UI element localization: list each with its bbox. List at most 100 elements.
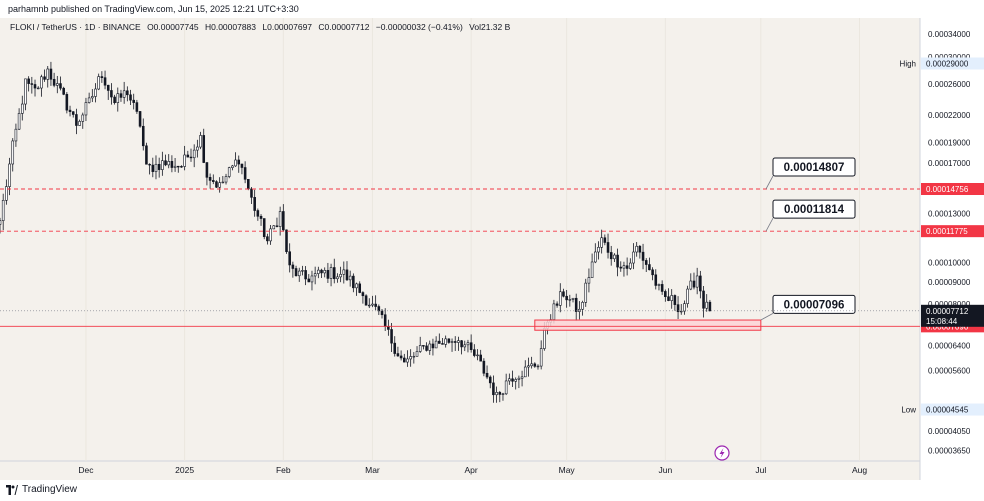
extreme-label: Low: [901, 406, 916, 415]
price-tick-label: 0.00019000: [928, 138, 971, 147]
candle-body: [530, 363, 533, 367]
candle-body: [390, 329, 393, 344]
candle-body: [638, 245, 642, 253]
candle-body: [584, 282, 588, 303]
price-axis[interactable]: 0.000340000.000300000.000260000.00022000…: [900, 30, 984, 456]
candle-body: [247, 179, 250, 190]
time-tick-label: Aug: [852, 465, 867, 475]
price-tick-label: 0.00022000: [928, 111, 971, 120]
level-axis-tag: [921, 225, 984, 238]
candle-body: [62, 87, 65, 95]
candle-body: [342, 269, 346, 275]
callout-connector: [760, 312, 774, 321]
legend-change: −0.00000032 (−0.41%): [376, 22, 463, 32]
callout-label: 0.00007096: [784, 299, 845, 311]
candle-body: [285, 229, 288, 253]
time-axis[interactable]: Dec 2025 Feb Mar Apr May Jun Jul Aug: [78, 465, 867, 475]
candle-body: [348, 275, 352, 281]
candle-body: [310, 275, 314, 283]
candle-body: [43, 76, 46, 80]
candle-body: [383, 314, 387, 327]
candle-body: [466, 342, 470, 346]
candle-body: [30, 83, 34, 85]
candle-body: [514, 379, 517, 382]
candle-body: [667, 296, 670, 301]
candle-body: [145, 145, 148, 165]
candle-body: [504, 380, 508, 395]
candle-body: [148, 163, 151, 166]
candle-body: [552, 303, 556, 320]
candle-body: [523, 366, 527, 378]
candle-body: [705, 301, 708, 309]
candle-body: [205, 162, 209, 178]
candle-body: [565, 295, 568, 301]
candle-body: [651, 269, 654, 276]
candle-body: [269, 228, 272, 242]
candle-body: [371, 303, 374, 306]
candle-body: [262, 218, 266, 237]
candle-body: [1, 199, 5, 221]
callout-label: 0.00011814: [784, 204, 845, 216]
candle-body: [323, 270, 326, 274]
candle-body: [387, 326, 390, 330]
candle-body: [543, 328, 546, 349]
candle-body: [288, 251, 291, 266]
candle-body: [606, 242, 610, 253]
candle-body: [581, 302, 584, 310]
candle-body: [326, 270, 330, 279]
candle-body: [49, 68, 53, 80]
candle-body: [186, 154, 190, 158]
level-axis-label: 0.00007090: [926, 322, 969, 331]
candle-body: [259, 215, 263, 219]
footer: TradingView: [0, 480, 984, 501]
time-tick-label: Feb: [276, 465, 291, 475]
callout-connector: [765, 217, 774, 232]
candle-body: [0, 220, 2, 225]
candle-body: [151, 164, 155, 172]
candle-body: [473, 349, 476, 356]
candle-body: [377, 306, 381, 312]
extreme-value: 0.00004545: [926, 406, 969, 415]
candle-body: [256, 210, 260, 217]
footer-brand: TradingView: [22, 484, 78, 495]
symbol-legend: FLOKI / TetherUS · 1D · BINANCE O0.00007…: [10, 22, 511, 32]
candle-body: [594, 251, 597, 263]
level-axis-label: 0.00011775: [926, 227, 968, 236]
support-zone: [534, 319, 762, 331]
candle-body: [119, 93, 123, 98]
candle-body: [616, 254, 619, 268]
candle-body: [590, 261, 594, 278]
price-chart[interactable]: 0.00014756 0.00014807 0.00011775 0.00011814…: [0, 18, 984, 480]
candle-body: [708, 301, 712, 312]
candle-body: [374, 303, 377, 307]
candle-body: [501, 393, 505, 395]
candle-body: [683, 303, 686, 312]
candle-body: [27, 78, 30, 84]
candle-body: [282, 211, 285, 231]
candles: [0, 61, 712, 403]
lightning-icon[interactable]: [714, 445, 730, 461]
candle-body: [8, 163, 11, 187]
candle-body: [336, 276, 339, 280]
candle-body: [52, 78, 56, 86]
candle-body: [243, 167, 247, 180]
price-tick-label: 0.00017000: [928, 159, 971, 168]
callout-box: [772, 199, 856, 219]
candle-body: [438, 340, 441, 344]
candle-body: [613, 254, 616, 260]
price-tick-label: 0.00004050: [928, 427, 971, 436]
price-tick-label: 0.00034000: [928, 30, 971, 39]
legend-close: C0.00007712: [318, 22, 369, 32]
candle-body: [11, 140, 15, 165]
candle-body: [97, 76, 100, 90]
candle-body: [329, 267, 333, 279]
chart-area[interactable]: 0.00014756 0.00014807 0.00011775 0.00011814…: [0, 18, 984, 480]
candle-body: [358, 283, 362, 293]
candle-body: [635, 245, 638, 253]
plot-background: [0, 18, 920, 480]
candle-body: [212, 180, 215, 182]
candle-body: [173, 165, 177, 168]
candle-body: [422, 345, 425, 347]
candle-body: [431, 343, 435, 349]
svg-text:FLOKI / TetherUS · 1D · BINANC: FLOKI / TetherUS · 1D · BINANCE O0.00007…: [10, 22, 511, 32]
